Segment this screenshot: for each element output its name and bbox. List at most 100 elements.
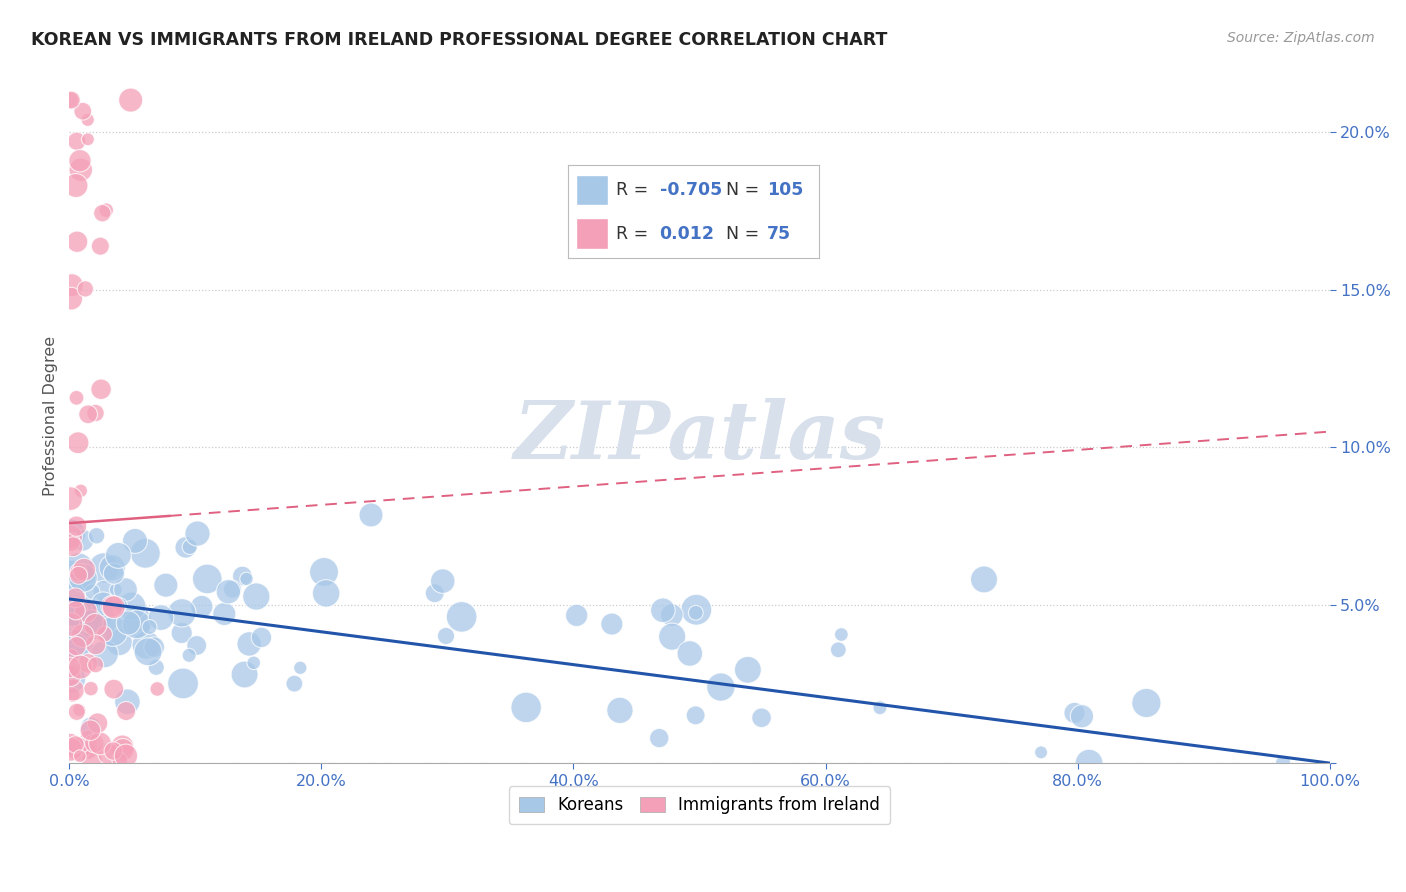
Point: [89, 736, 111, 750]
Point: [1135, 696, 1157, 710]
Point: [59, 669, 82, 683]
Point: [108, 753, 131, 767]
Point: [250, 631, 273, 645]
Point: [1272, 756, 1295, 771]
Point: [125, 617, 148, 632]
Point: [600, 617, 623, 632]
Point: [80, 615, 103, 629]
Point: [66, 638, 89, 652]
Point: [80, 753, 103, 767]
Point: [79, 720, 101, 734]
Point: [115, 704, 138, 718]
Point: [76, 619, 98, 633]
Point: [290, 661, 312, 675]
Point: [59, 660, 82, 674]
Point: [59, 530, 82, 544]
Point: [648, 731, 671, 745]
Point: [186, 639, 208, 653]
Point: [170, 606, 193, 620]
Point: [65, 613, 87, 627]
Point: [186, 526, 208, 541]
Point: [86, 529, 108, 543]
Point: [62, 540, 84, 554]
Point: [65, 391, 87, 405]
Point: [90, 382, 112, 396]
Point: [63, 607, 86, 621]
Point: [77, 407, 100, 421]
Point: [72, 533, 94, 548]
Point: [60, 648, 83, 663]
Point: [62, 688, 84, 702]
Point: [685, 606, 707, 620]
Point: [217, 584, 239, 599]
Point: [59, 527, 82, 541]
Point: [60, 672, 83, 686]
Point: [66, 610, 89, 624]
Point: [76, 112, 98, 127]
Point: [827, 642, 849, 657]
Point: [434, 629, 457, 643]
Point: [69, 162, 91, 177]
Point: [66, 134, 89, 148]
Point: [60, 568, 83, 582]
Point: [97, 747, 120, 761]
Text: KOREAN VS IMMIGRANTS FROM IRELAND PROFESSIONAL DEGREE CORRELATION CHART: KOREAN VS IMMIGRANTS FROM IRELAND PROFES…: [31, 31, 887, 49]
Point: [72, 571, 94, 585]
Point: [450, 610, 472, 624]
Point: [101, 624, 124, 639]
Point: [83, 736, 105, 750]
Point: [60, 278, 83, 293]
Point: [84, 638, 107, 652]
Point: [77, 744, 100, 758]
Point: [62, 605, 84, 619]
Point: [1063, 706, 1085, 720]
Point: [59, 736, 82, 750]
Point: [120, 93, 142, 107]
Point: [973, 573, 995, 587]
Text: 0.012: 0.012: [659, 225, 714, 243]
Point: [685, 603, 707, 617]
Point: [108, 635, 131, 649]
Point: [114, 582, 136, 597]
Point: [93, 647, 115, 661]
Point: [70, 577, 93, 591]
Point: [117, 695, 139, 709]
Point: [242, 656, 264, 670]
Point: [283, 676, 305, 690]
Point: [84, 618, 107, 632]
Point: [679, 647, 702, 661]
Point: [661, 607, 683, 622]
Point: [138, 620, 160, 634]
Point: [66, 605, 89, 619]
Point: [134, 546, 156, 560]
Point: [110, 598, 132, 612]
Point: [103, 744, 125, 758]
Point: [93, 584, 115, 599]
Point: [65, 519, 87, 533]
Point: [174, 541, 197, 555]
Point: [432, 574, 454, 588]
Point: [170, 626, 193, 640]
Point: [91, 206, 114, 220]
Legend: Koreans, Immigrants from Ireland: Koreans, Immigrants from Ireland: [509, 786, 890, 824]
Point: [80, 681, 103, 696]
Point: [73, 563, 96, 577]
Point: [115, 748, 138, 763]
Point: [67, 566, 90, 580]
Point: [751, 711, 773, 725]
Point: [1029, 745, 1052, 759]
Point: [221, 582, 243, 597]
Point: [312, 565, 335, 579]
Point: [190, 599, 212, 614]
Text: R =: R =: [616, 225, 654, 243]
Point: [103, 566, 125, 581]
Point: [136, 645, 159, 659]
Point: [565, 608, 588, 623]
Point: [84, 657, 107, 672]
Point: [67, 703, 90, 717]
Point: [146, 681, 169, 696]
Point: [179, 648, 201, 663]
Point: [1071, 709, 1094, 723]
Point: [423, 586, 446, 600]
Point: [96, 203, 118, 218]
